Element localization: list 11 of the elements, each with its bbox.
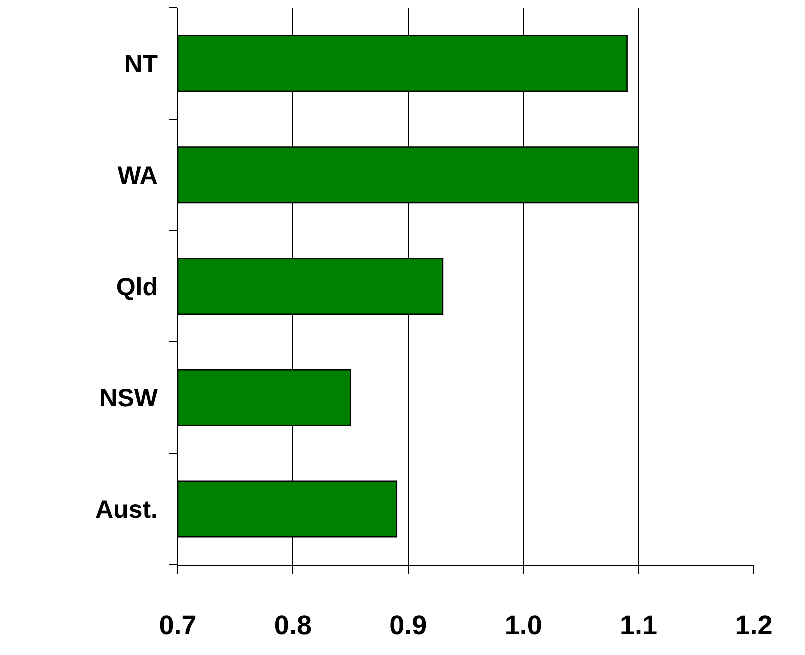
y-tick-label: NT [124,50,158,78]
y-tick-label: WA [118,162,158,190]
x-tick-label: 0.8 [274,610,312,640]
y-tick-label: NSW [100,384,158,413]
x-tick-label: 0.7 [159,610,197,640]
y-tick-label: Qld [116,273,158,302]
y-tick-label: Aust. [96,496,158,524]
x-tick-label: 1.1 [620,610,658,640]
x-tick-label: 0.9 [390,610,428,640]
x-tick-label: 1.0 [504,610,542,640]
x-tick-label: 1.2 [735,610,773,640]
